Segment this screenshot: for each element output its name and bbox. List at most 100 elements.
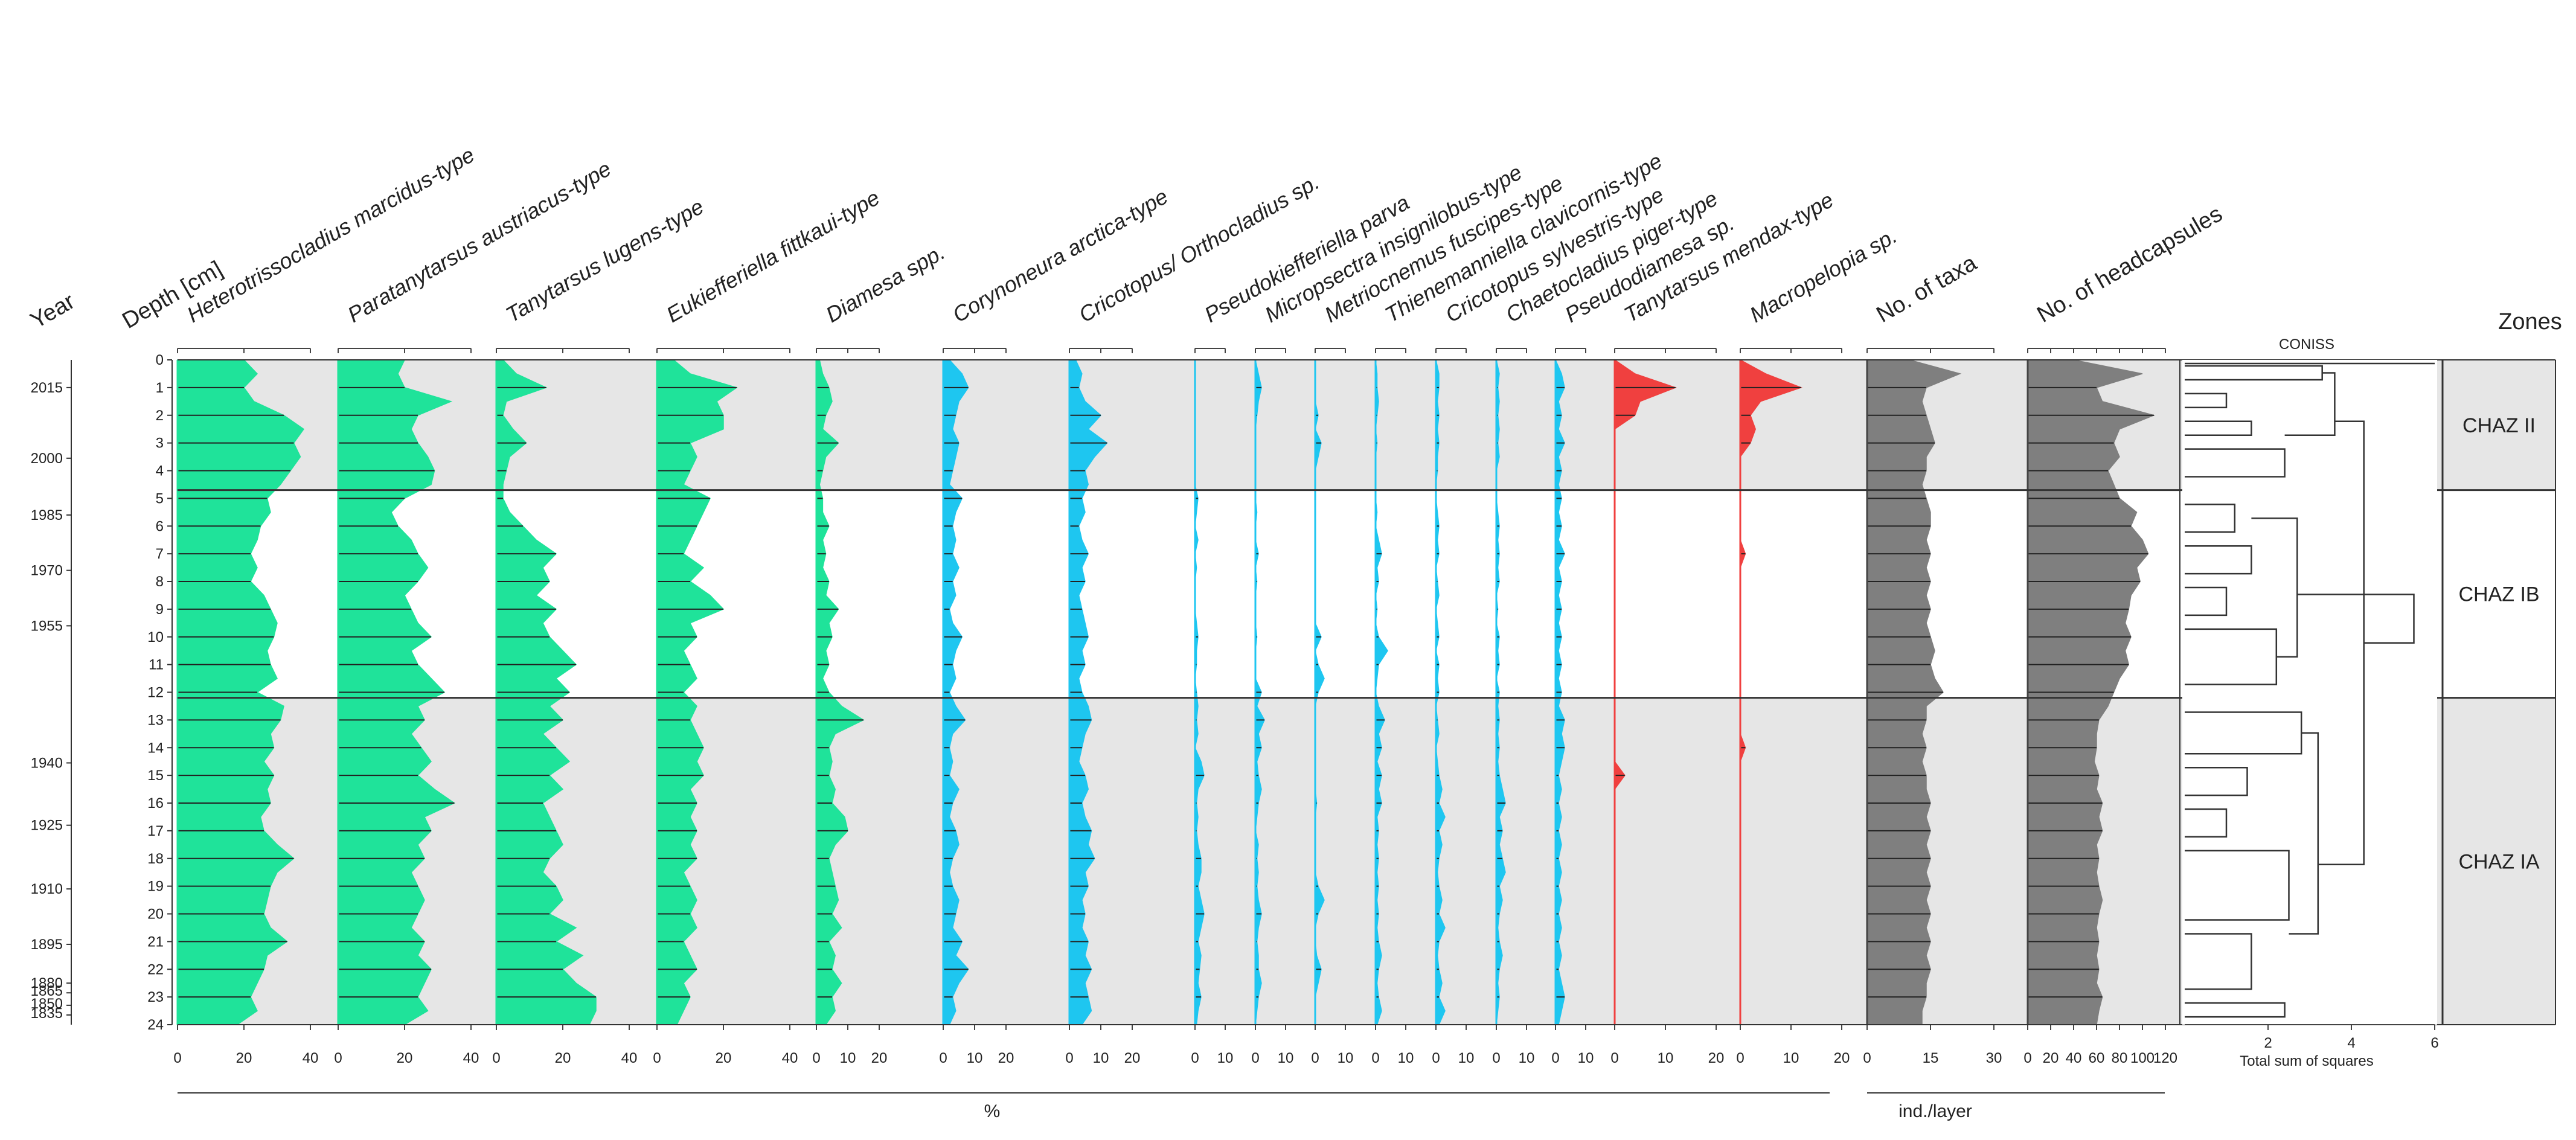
taxon-tick-label: 10	[967, 1050, 983, 1066]
depth-tick-label: 16	[147, 795, 164, 812]
taxon-tick-label: 0	[1432, 1050, 1440, 1066]
taxon-tick-label: 0	[1251, 1050, 1259, 1066]
taxon-tick-label: 0	[173, 1050, 181, 1066]
depth-tick-label: 7	[156, 546, 164, 562]
taxon-tick-label: 0	[812, 1050, 820, 1066]
taxon-tick-label: 0	[1736, 1050, 1744, 1066]
taxon-tick-label: 0	[1191, 1050, 1199, 1066]
depth-tick-label: 20	[147, 906, 164, 923]
year-tick-label: 1895	[31, 937, 63, 953]
taxon-tick-label: 0	[334, 1050, 342, 1066]
coniss-branch	[2185, 766, 2248, 796]
year-tick-label: 1955	[31, 618, 63, 634]
depth-tick-label: 24	[147, 1017, 164, 1033]
taxon-tick-label: 80	[2112, 1050, 2128, 1066]
taxon-tick-label: 20	[716, 1050, 732, 1066]
year-tick-label: 1940	[31, 755, 63, 771]
depth-tick-label: 2	[156, 408, 164, 424]
coniss-branch	[2297, 594, 2415, 644]
zone-label: CHAZ IB	[2458, 583, 2539, 606]
taxon-tick-label: 0	[1371, 1050, 1379, 1066]
coniss-branch	[2185, 808, 2228, 838]
depth-tick-label: 18	[147, 851, 164, 867]
taxon-tick-label: 0	[1610, 1050, 1618, 1066]
taxon-name-label: No. of headcapsules	[2033, 201, 2227, 328]
taxon-tick-label: 60	[2089, 1050, 2105, 1066]
taxon-tick-label: 20	[555, 1050, 571, 1066]
coniss-background	[2182, 360, 2437, 1025]
coniss-branch	[2251, 517, 2298, 658]
coniss-branch	[2185, 448, 2286, 478]
taxon-tick-label: 40	[463, 1050, 479, 1066]
depth-tick-label: 21	[147, 933, 164, 950]
year-tick-label: 1880	[31, 975, 63, 991]
taxon-tick-label: 0	[1863, 1050, 1871, 1066]
taxon-tick-label: 10	[1217, 1050, 1234, 1066]
coniss-tick-label: 4	[2347, 1035, 2355, 1051]
depth-tick-label: 5	[156, 490, 164, 507]
taxon-tick-label: 20	[1708, 1050, 1725, 1066]
zone-label: CHAZ II	[2462, 414, 2536, 437]
ind-per-layer-axis-label: ind./layer	[1898, 1101, 1972, 1121]
taxon-name-label: Paratanytarsus austriacus-type	[344, 156, 615, 327]
depth-tick-label: 9	[156, 601, 164, 618]
taxon-tick-label: 10	[840, 1050, 856, 1066]
depth-tick-label: 0	[156, 352, 164, 368]
taxon-tick-label: 0	[1311, 1050, 1319, 1066]
taxon-name-label: Heterotrissocladius marcidus-type	[183, 142, 479, 327]
taxon-name-label: Diamesa spp.	[822, 239, 949, 327]
coniss-xlabel: Total sum of squares	[2240, 1053, 2373, 1069]
taxon-tick-label: 10	[1578, 1050, 1594, 1066]
coniss-branch	[2185, 1002, 2286, 1018]
depth-tick-label: 10	[147, 629, 164, 645]
taxon-tick-label: 0	[2023, 1050, 2031, 1066]
depth-tick-label: 17	[147, 823, 164, 839]
taxon-tick-label: 15	[1923, 1050, 1939, 1066]
taxon-tick-label: 0	[1065, 1050, 1073, 1066]
coniss-branches: 2 4 6	[2185, 362, 2439, 1051]
taxon-tick-label: 40	[2066, 1050, 2082, 1066]
taxon-tick-label: 10	[1458, 1050, 1475, 1066]
year-tick-label: 1835	[31, 1005, 63, 1022]
taxon-tick-label: 0	[939, 1050, 947, 1066]
depth-tick-label: 13	[147, 712, 164, 728]
year-tick-label: 1865	[31, 983, 63, 999]
taxon-tick-label: 40	[782, 1050, 798, 1066]
taxon-tick-label: 40	[621, 1050, 638, 1066]
year-tick-label: 1850	[31, 996, 63, 1012]
taxon-tick-label: 10	[1338, 1050, 1354, 1066]
taxon-tick-label: 0	[653, 1050, 661, 1066]
depth-tick-label: 6	[156, 518, 164, 534]
depth-tick-label: 22	[147, 961, 164, 978]
year-tick-label: 1910	[31, 881, 63, 897]
taxon-tick-label: 100	[2130, 1050, 2155, 1066]
taxon-tick-label: 20	[2043, 1050, 2059, 1066]
taxon-tick-label: 30	[1986, 1050, 2002, 1066]
depth-tick-label: 4	[156, 463, 164, 479]
taxon-name-label: No. of taxa	[1873, 250, 1982, 328]
taxon-tick-label: 10	[1398, 1050, 1414, 1066]
year-tick-label: 2015	[31, 380, 63, 396]
coniss-dendrogram: CONISS Total sum of squares 2 4 6	[2185, 336, 2439, 1069]
taxon-tick-label: 0	[1551, 1050, 1559, 1066]
coniss-branch	[2185, 933, 2252, 990]
depth-tick-label: 23	[147, 989, 164, 1005]
taxon-tick-label: 10	[1278, 1050, 1294, 1066]
coniss-branch	[2185, 850, 2290, 921]
taxon-tick-label: 10	[1658, 1050, 1674, 1066]
year-tick-label: 1925	[31, 818, 63, 834]
year-tick-label: 1970	[31, 563, 63, 579]
year-axis-title: Year	[27, 289, 80, 334]
depth-tick-label: 1	[156, 380, 164, 396]
taxon-tick-label: 0	[492, 1050, 500, 1066]
taxon-tick-label: 0	[1492, 1050, 1500, 1066]
percent-axis-label: %	[984, 1101, 1001, 1121]
taxon-tick-label: 20	[871, 1050, 888, 1066]
depth-tick-label: 15	[147, 767, 164, 784]
coniss-title: CONISS	[2279, 336, 2334, 353]
coniss-tick-label: 2	[2264, 1035, 2272, 1051]
taxon-name-label: Corynoneura arctica-type	[949, 184, 1173, 327]
coniss-branch	[2289, 732, 2319, 935]
depth-tick-label: 14	[147, 740, 164, 756]
